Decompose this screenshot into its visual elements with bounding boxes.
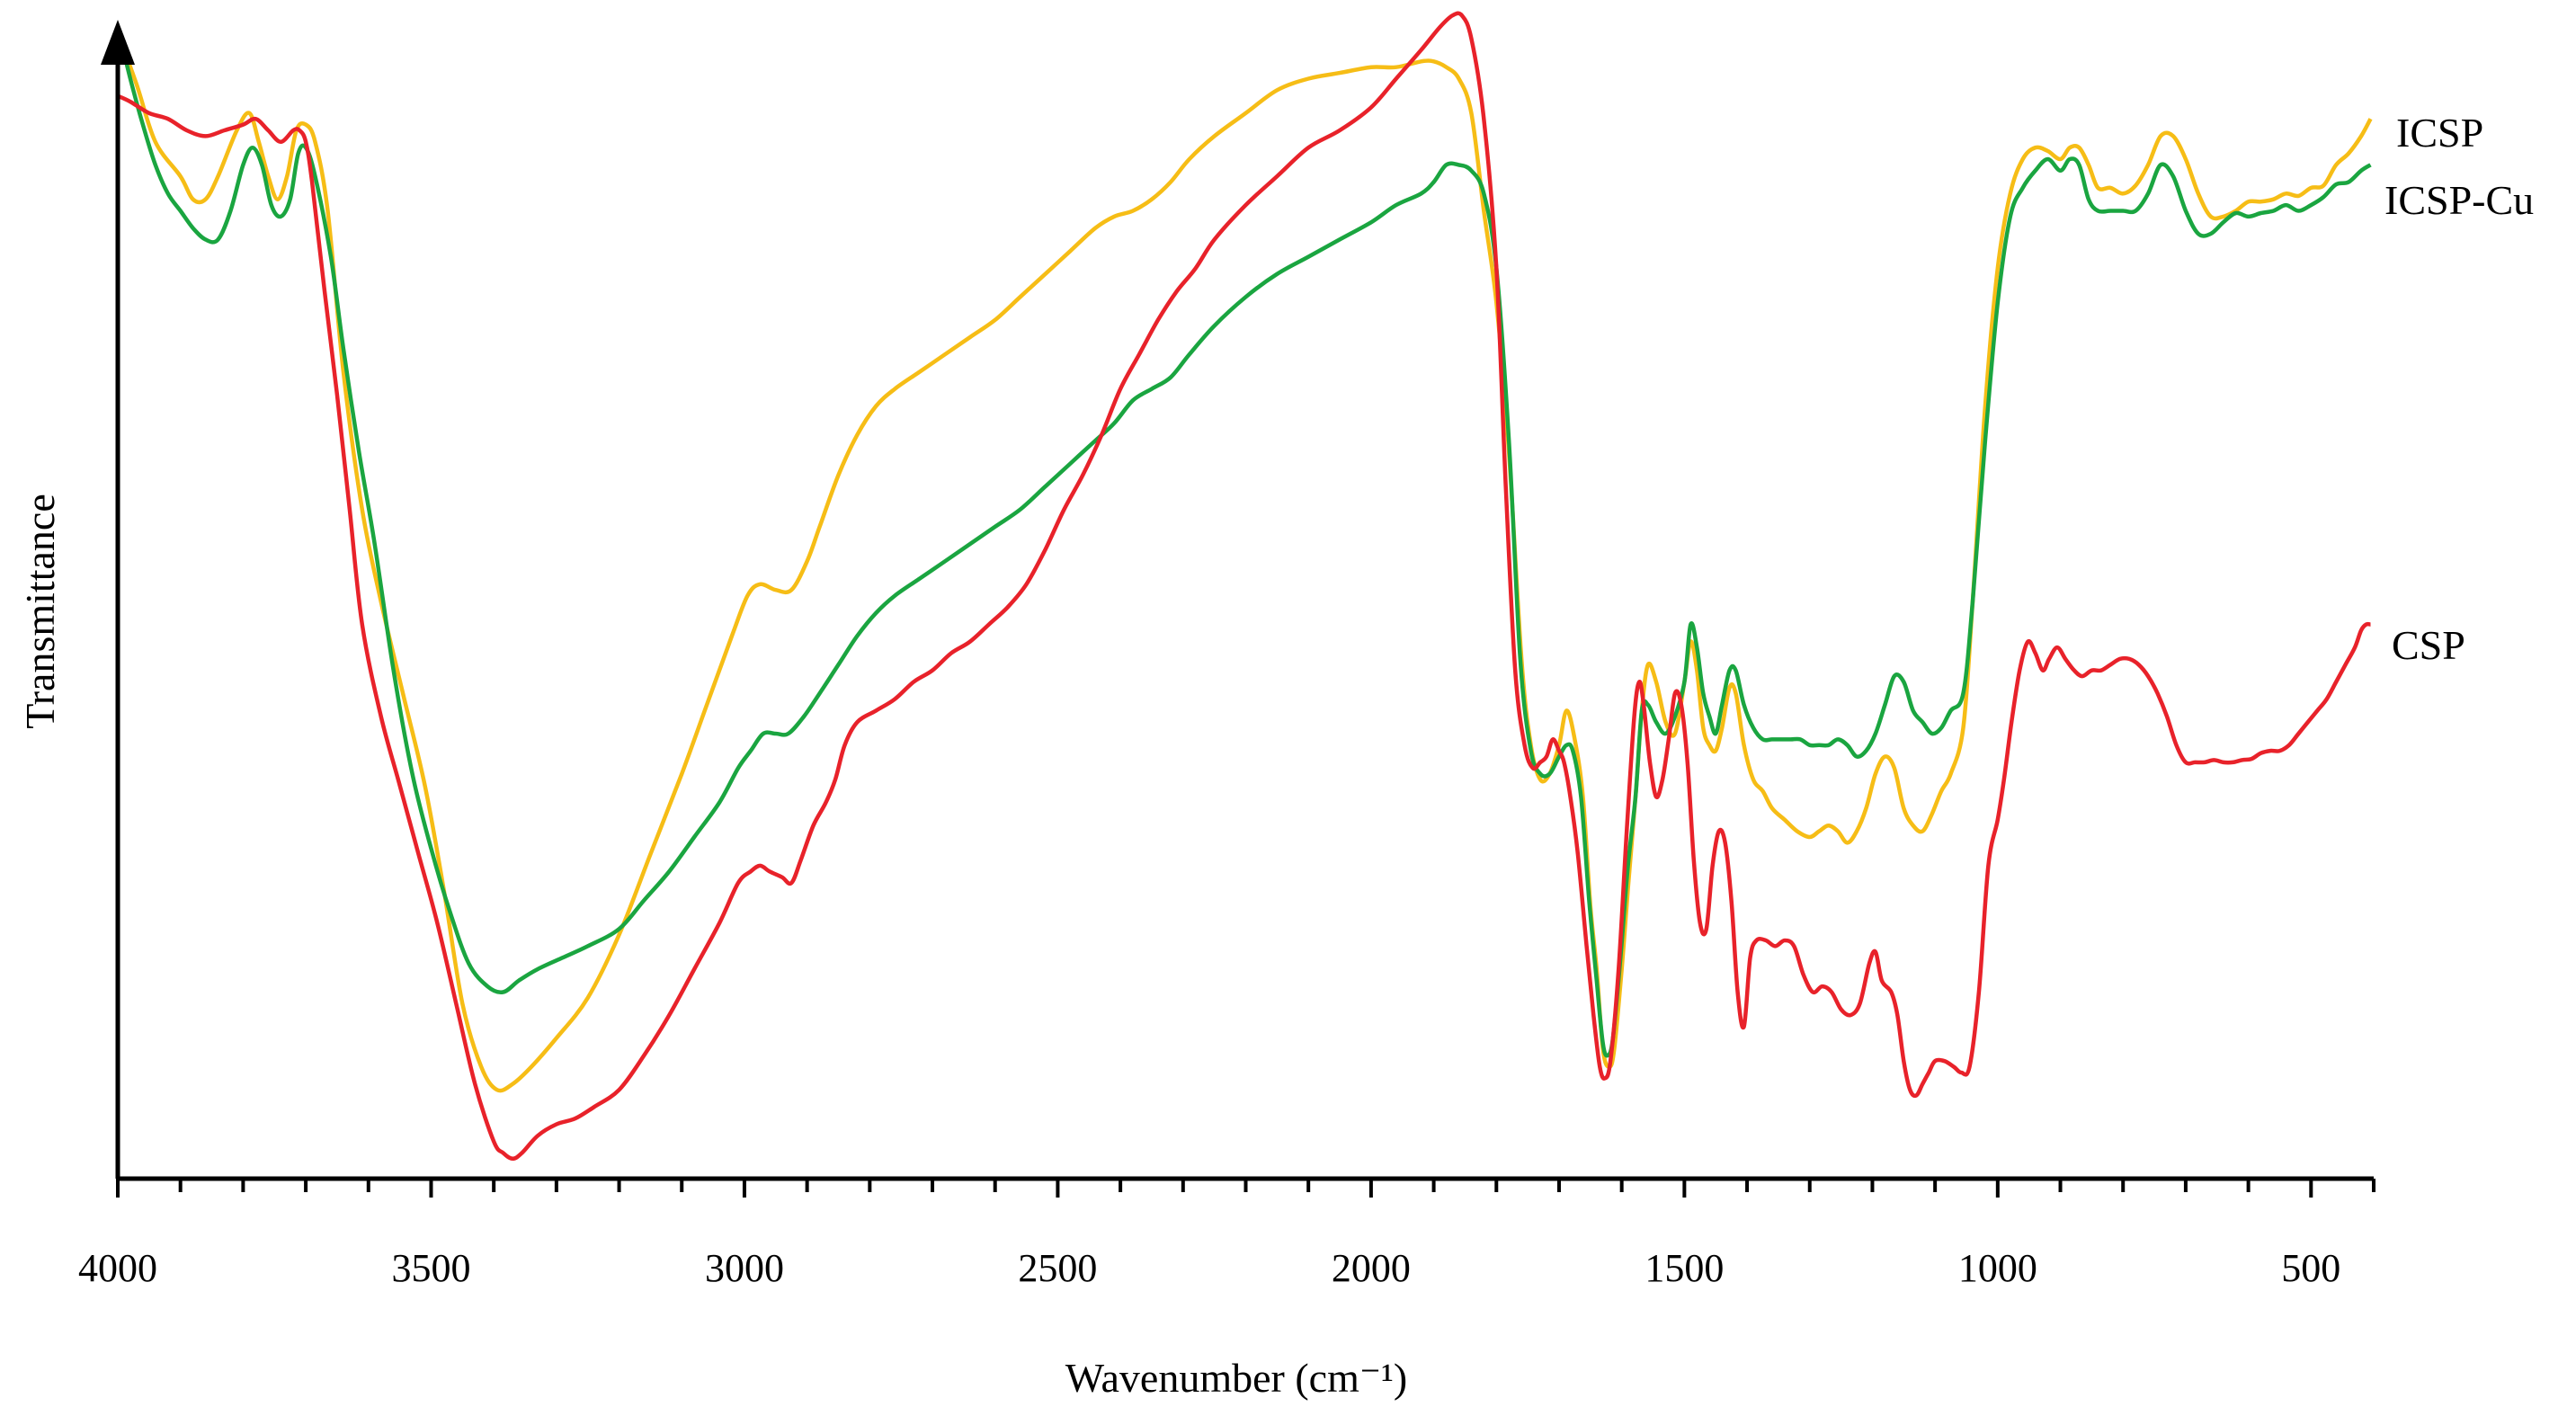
x-tick-label: 1500 <box>1645 1246 1724 1290</box>
legend-label-icsp: ICSP <box>2396 110 2483 156</box>
legend-label-icsp-cu: ICSP-Cu <box>2384 177 2534 223</box>
x-tick-label: 3000 <box>705 1246 784 1290</box>
y-axis-arrow-icon <box>101 20 135 65</box>
y-axis-label: Transmittance <box>17 494 63 729</box>
series-line-icsp <box>115 31 2373 1093</box>
x-tick-labels: 4000 3500 3000 2500 2000 1500 1000 500 <box>78 1246 2340 1290</box>
x-tick-label: 3500 <box>391 1246 470 1290</box>
x-tick-label: 1000 <box>1958 1246 2037 1290</box>
x-tick-label: 2500 <box>1018 1246 1097 1290</box>
x-tick-label: 2000 <box>1332 1246 1411 1290</box>
legend: ICSP ICSP-Cu CSP <box>2384 110 2534 668</box>
x-axis-label: Wavenumber (cm⁻¹) <box>1065 1355 1408 1401</box>
legend-label-csp: CSP <box>2392 622 2465 668</box>
series-line-icsp-cu <box>115 26 2372 1058</box>
series-line-csp <box>117 11 2371 1162</box>
x-tick-label: 500 <box>2281 1246 2340 1290</box>
x-tick-label: 4000 <box>78 1246 157 1290</box>
x-ticks <box>116 1179 2375 1198</box>
series-layer <box>115 11 2373 1162</box>
axes <box>101 20 2374 1181</box>
